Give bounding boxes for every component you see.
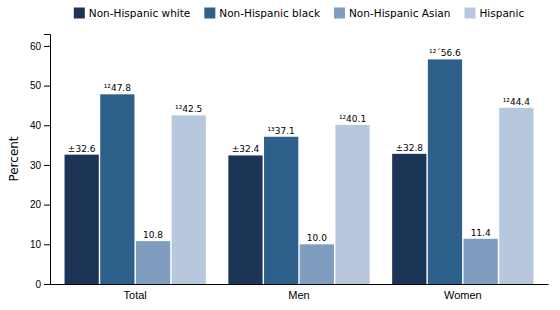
bar — [228, 155, 262, 284]
data-label: 10.8 — [143, 230, 163, 240]
y-tick-label: 10 — [30, 239, 42, 250]
y-axis: 0 10 20 30 40 50 60 — [30, 35, 51, 290]
y-tick-mark — [44, 86, 50, 87]
bar — [300, 244, 334, 284]
legend-label: Hispanic — [479, 7, 524, 19]
data-label: ¹²40.1 — [339, 114, 366, 124]
x-axis: Total Men Women — [51, 285, 549, 301]
legend-item: Non-Hispanic white — [74, 7, 191, 19]
y-tick: 40 — [30, 120, 50, 131]
y-tick: 10 — [30, 239, 50, 250]
series — [100, 59, 462, 284]
bar — [428, 59, 462, 284]
y-tick-mark — [44, 125, 50, 126]
bar — [392, 154, 426, 284]
bar — [335, 125, 369, 284]
legend-item: Non-Hispanic Asian — [334, 7, 450, 19]
legend: Non-Hispanic white Non-Hispanic black Non-… — [74, 7, 525, 19]
data-label: ¹³37.1 — [268, 126, 295, 136]
data-labels: ±32.6 ±32.4 ±32.8 ¹²47.8 ¹³37.1 ¹²´56.6 10.8 10… — [68, 48, 530, 243]
y-tick: 30 — [30, 160, 50, 171]
data-label: ±32.8 — [395, 143, 423, 153]
data-label: 10.0 — [307, 233, 327, 243]
x-tick: Total — [124, 289, 147, 301]
data-label: ¹²47.8 — [104, 83, 132, 93]
legend-swatch — [204, 8, 215, 19]
data-label: ¹²42.5 — [175, 104, 202, 114]
legend-swatch — [74, 8, 85, 19]
x-axis-line — [51, 284, 549, 285]
bar — [136, 241, 170, 284]
y-tick-label: 60 — [30, 41, 42, 52]
bar — [65, 155, 99, 284]
x-tick-label: Women — [444, 289, 482, 301]
data-label: 11.4 — [471, 228, 491, 238]
x-tick-label: Men — [288, 289, 309, 301]
bar — [172, 115, 206, 284]
y-tick-mark — [44, 284, 50, 285]
data-label: ¹²44.4 — [503, 97, 531, 107]
y-tick-mark — [44, 244, 50, 245]
y-tick: 0 — [35, 279, 50, 290]
x-tick-label: Total — [124, 289, 147, 301]
y-tick-label: 40 — [30, 120, 42, 131]
y-tick-label: 50 — [30, 80, 42, 91]
bar — [264, 137, 298, 284]
y-axis-title: Percent — [7, 136, 21, 181]
y-tick: 60 — [30, 41, 50, 52]
y-tick-label: 20 — [30, 199, 42, 210]
legend-label: Non-Hispanic Asian — [349, 7, 450, 19]
y-tick: 50 — [30, 80, 50, 91]
legend-swatch — [464, 8, 475, 19]
series — [172, 108, 534, 284]
y-tick: 20 — [30, 199, 50, 210]
y-tick-label: 30 — [30, 160, 42, 171]
x-tick: Men — [288, 289, 309, 301]
data-label: ±32.6 — [68, 144, 96, 154]
data-label: ¹²´56.6 — [429, 48, 461, 58]
x-tick: Women — [444, 289, 482, 301]
y-tick-mark — [44, 46, 50, 47]
y-tick-label: 0 — [35, 279, 41, 290]
legend-label: Non-Hispanic black — [219, 7, 321, 19]
y-axis-line — [44, 35, 51, 285]
y-tick-mark — [44, 205, 50, 206]
bar — [100, 94, 134, 284]
plot: 0102030405060TotalMenWomen±32.6±32.4±32.… — [30, 35, 549, 301]
legend-item: Hispanic — [464, 7, 524, 19]
legend-swatch — [334, 8, 345, 19]
legend-label: Non-Hispanic white — [89, 7, 191, 19]
bar — [464, 239, 498, 284]
y-tick-mark — [44, 165, 50, 166]
data-label: ±32.4 — [232, 144, 260, 154]
chart: 0102030405060TotalMenWomen±32.6±32.4±32.… — [0, 0, 560, 310]
bar — [499, 108, 533, 284]
bars — [65, 59, 534, 284]
legend-item: Non-Hispanic black — [204, 7, 321, 19]
